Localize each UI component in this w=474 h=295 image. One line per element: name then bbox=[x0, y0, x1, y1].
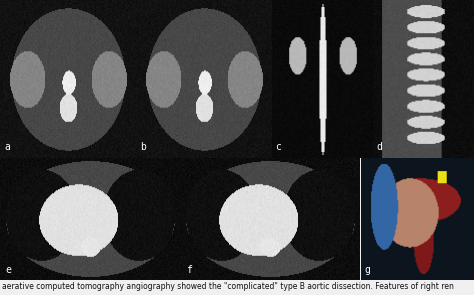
Text: g: g bbox=[364, 266, 370, 275]
Text: b: b bbox=[140, 142, 146, 152]
Text: d: d bbox=[376, 142, 382, 152]
Text: a: a bbox=[4, 142, 10, 152]
Text: c: c bbox=[275, 142, 281, 152]
Text: f: f bbox=[186, 266, 191, 275]
Text: e: e bbox=[5, 266, 11, 275]
Text: aerative computed tomography angiography showed the "complicated" type B aortic : aerative computed tomography angiography… bbox=[2, 283, 454, 291]
